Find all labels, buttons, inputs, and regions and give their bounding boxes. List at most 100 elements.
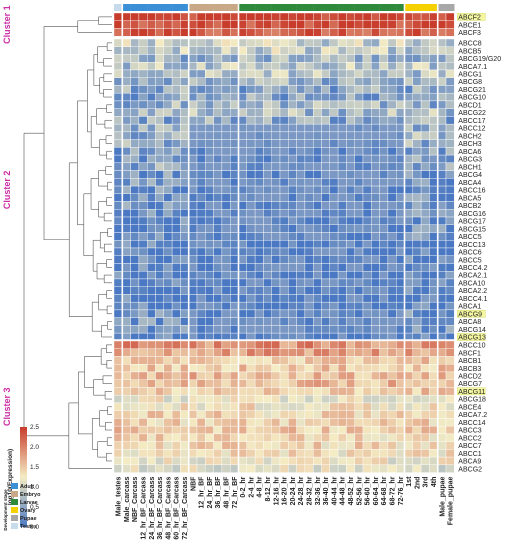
heatmap-cell — [130, 92, 140, 102]
heatmap-cell — [246, 441, 256, 450]
heatmap-cell — [138, 356, 148, 365]
heatmap-cell — [362, 62, 372, 71]
heatmap-cell — [379, 54, 389, 63]
heatmap-cell — [188, 201, 198, 210]
heatmap-cell — [396, 62, 405, 71]
heatmap-cell — [180, 12, 189, 21]
heatmap-cell — [213, 240, 223, 249]
heatmap-cell — [171, 100, 181, 109]
heatmap-cell — [354, 441, 364, 450]
heatmap-cell — [138, 247, 148, 256]
heatmap-cell — [213, 301, 223, 311]
heatmap-cell — [163, 131, 173, 140]
heatmap-cell — [296, 185, 306, 194]
heatmap-cell — [362, 348, 372, 357]
heatmap-cell — [205, 433, 214, 442]
heatmap-cell — [437, 116, 447, 125]
heatmap-cell — [238, 77, 248, 86]
heatmap-cell — [296, 240, 306, 249]
heatmap-cell — [412, 185, 422, 194]
heatmap-cell — [313, 263, 322, 272]
heatmap-cell — [238, 394, 248, 404]
heatmap-cell — [146, 317, 156, 326]
heatmap-cell — [437, 348, 447, 357]
heatmap-cell — [171, 379, 181, 388]
heatmap-cell — [288, 178, 297, 187]
heatmap-cell — [296, 364, 306, 373]
heatmap-cell — [155, 162, 165, 171]
heatmap-cell — [362, 240, 372, 249]
heatmap-cell — [138, 340, 148, 349]
heatmap-cell — [180, 224, 189, 233]
heatmap-cell — [420, 178, 430, 187]
heatmap-cell — [379, 139, 389, 148]
heatmap-cell — [246, 162, 256, 171]
heatmap-cell — [396, 247, 405, 256]
heatmap-cell — [437, 139, 447, 148]
column-label: 60-64_hr — [373, 476, 380, 505]
heatmap-cell — [188, 317, 198, 326]
heatmap-cell — [304, 201, 314, 210]
heatmap-cell — [138, 116, 148, 125]
heatmap-cell — [221, 317, 231, 326]
heatmap-cell — [404, 108, 414, 117]
heatmap-cell — [354, 54, 364, 63]
heatmap-cell — [279, 100, 289, 109]
heatmap-cell — [412, 170, 422, 179]
heatmap-cell — [329, 170, 339, 179]
heatmap-cell — [155, 20, 165, 29]
heatmap-cell — [387, 394, 397, 404]
heatmap-cell — [188, 162, 198, 171]
heatmap-cell — [304, 340, 314, 349]
heatmap-cell — [271, 216, 281, 225]
heatmap-cell — [437, 271, 447, 280]
heatmap-cell — [229, 201, 239, 210]
heatmap-cell — [246, 387, 256, 396]
heatmap-cell — [263, 464, 272, 473]
heatmap-cell — [188, 69, 198, 78]
heatmap-cell — [279, 325, 289, 334]
heatmap-cell — [196, 301, 206, 311]
heatmap-cell — [196, 139, 206, 148]
heatmap-cell — [254, 46, 264, 55]
heatmap-cell — [288, 209, 297, 218]
heatmap-cell — [263, 394, 272, 404]
row-label: ABCC2 — [458, 435, 481, 442]
heatmap-cell — [346, 278, 355, 287]
heatmap-cell — [188, 301, 198, 311]
heatmap-cell — [296, 379, 306, 388]
heatmap-cell — [213, 286, 223, 295]
heatmap-cell — [437, 449, 447, 458]
stage-bar-segment — [155, 4, 164, 11]
heatmap-cell — [396, 449, 405, 458]
heatmap-cell — [130, 356, 140, 365]
heatmap-cell — [163, 301, 173, 311]
heatmap-cell — [304, 224, 314, 233]
heatmap-cell — [146, 240, 156, 249]
heatmap-cell — [196, 232, 206, 241]
heatmap-cell — [229, 100, 239, 109]
heatmap-cell — [146, 54, 156, 63]
heatmap-cell — [213, 216, 223, 225]
heatmap-cell — [313, 193, 322, 202]
heatmap-cell — [130, 147, 140, 156]
heatmap-cell — [171, 371, 181, 380]
heatmap-cell — [171, 38, 181, 47]
heatmap-cell — [429, 317, 438, 326]
heatmap-cell — [205, 371, 214, 380]
heatmap-cell — [296, 100, 306, 109]
heatmap-cell — [188, 185, 198, 194]
heatmap-cell — [337, 85, 347, 94]
heatmap-cell — [229, 38, 239, 47]
heatmap-cell — [371, 379, 380, 388]
heatmap-cell — [279, 356, 289, 365]
heatmap-cell — [263, 356, 272, 365]
heatmap-cell — [213, 12, 223, 21]
heatmap-cell — [379, 131, 389, 140]
heatmap-cell — [412, 278, 422, 287]
heatmap-cell — [304, 178, 314, 187]
heatmap-cell — [313, 46, 322, 55]
heatmap-cell — [205, 278, 214, 287]
heatmap-cell — [321, 123, 331, 133]
heatmap-cell — [304, 317, 314, 326]
